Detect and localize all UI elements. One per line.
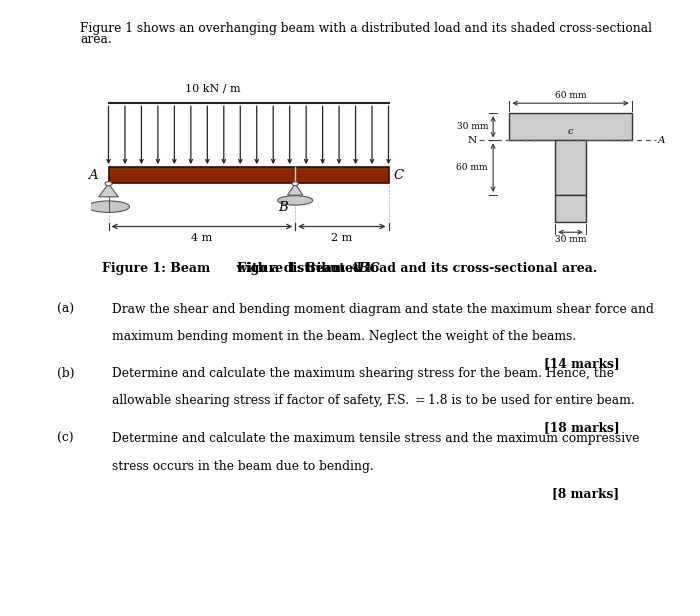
Text: N: N (468, 136, 477, 145)
Text: (c): (c) (57, 432, 74, 445)
Circle shape (292, 182, 298, 185)
Text: Draw the shear and bending moment diagram and state the maximum shear force and: Draw the shear and bending moment diagra… (112, 303, 654, 316)
Text: 30 mm: 30 mm (456, 123, 488, 131)
Text: 10 kN / m: 10 kN / m (185, 84, 240, 94)
Bar (108, 167, 388, 182)
Bar (555, 140, 586, 195)
Text: [14 marks]: [14 marks] (544, 357, 620, 370)
Text: 30 mm: 30 mm (554, 235, 587, 245)
Text: 2 m: 2 m (331, 233, 353, 243)
Text: [8 marks]: [8 marks] (552, 487, 620, 500)
Polygon shape (99, 184, 118, 197)
Text: stress occurs in the beam due to bending.: stress occurs in the beam due to bending… (112, 460, 374, 472)
Text: ABC: ABC (350, 262, 381, 275)
Text: B: B (278, 201, 288, 214)
Text: Determine and calculate the maximum tensile stress and the maximum compressive: Determine and calculate the maximum tens… (112, 432, 639, 445)
Text: A: A (88, 169, 97, 182)
Ellipse shape (88, 201, 130, 213)
Text: A: A (658, 136, 666, 145)
Text: allowable shearing stress if factor of safety, F.S.  = 1.8 is to be used for ent: allowable shearing stress if factor of s… (112, 394, 635, 407)
Text: area.: area. (80, 33, 112, 46)
Bar (555, 195, 586, 222)
Text: Figure 1: Beam      with a distributed load and its cross-sectional area.: Figure 1: Beam with a distributed load a… (102, 262, 598, 275)
Text: Figure 1: Beam: Figure 1: Beam (237, 262, 350, 275)
Bar (510, 113, 631, 140)
Circle shape (105, 182, 112, 186)
Text: c: c (568, 128, 573, 137)
Text: 4 m: 4 m (191, 233, 213, 243)
Text: 60 mm: 60 mm (456, 163, 488, 172)
Text: (a): (a) (57, 303, 74, 316)
Text: 60 mm: 60 mm (554, 91, 587, 100)
Text: C: C (394, 169, 404, 182)
Ellipse shape (278, 196, 313, 205)
Text: (b): (b) (57, 367, 75, 379)
Text: maximum bending moment in the beam. Neglect the weight of the beams.: maximum bending moment in the beam. Negl… (112, 330, 576, 343)
Text: Figure 1 shows an overhanging beam with a distributed load and its shaded cross-: Figure 1 shows an overhanging beam with … (80, 22, 652, 35)
Polygon shape (288, 184, 303, 195)
Text: [18 marks]: [18 marks] (544, 421, 620, 434)
Text: Determine and calculate the maximum shearing stress for the beam. Hence, the: Determine and calculate the maximum shea… (112, 367, 614, 379)
